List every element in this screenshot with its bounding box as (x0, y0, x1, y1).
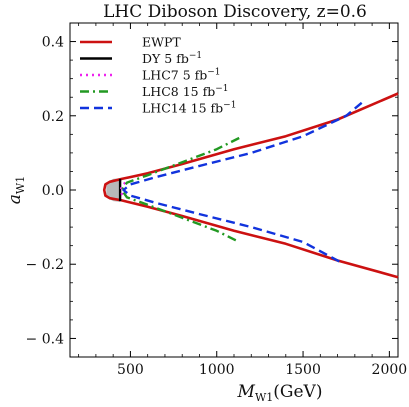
y-tick-label: 0.2 (42, 109, 64, 125)
x-axis-label-sub: W1 (255, 391, 273, 404)
legend-label-3: LHC8 15 fb−1 (142, 84, 229, 99)
x-tick-label: 2000 (372, 362, 408, 378)
y-tick-label: − 0.2 (26, 257, 64, 273)
legend-label-4: LHC14 15 fb−1 (142, 101, 236, 116)
x-axis-label-unit: (GeV) (273, 382, 322, 402)
shaded-region (106, 178, 121, 202)
y-axis-label-main: a (5, 194, 25, 204)
x-tick-label: 1500 (285, 362, 321, 378)
y-axis-label-sub: W1 (14, 176, 27, 194)
x-axis-label: MW1(GeV) (237, 382, 323, 404)
x-axis-label-main: M (237, 382, 256, 402)
x-tick-label: 500 (117, 362, 144, 378)
y-tick-label: 0.0 (42, 183, 64, 199)
ticks-layer: 500 1000 1500 2000 − 0.4 − 0.2 0.0 0.2 0.4 (26, 22, 408, 378)
legend-label-0: EWPT (142, 35, 181, 50)
y-axis-label: aW1 (5, 176, 27, 204)
series-line-0 (102, 92, 399, 279)
shaded-region-layer (106, 178, 121, 202)
y-tick-label: 0.4 (42, 35, 64, 51)
series-line-4 (122, 101, 363, 264)
x-tick-label: 1000 (199, 362, 235, 378)
series-layer (102, 92, 399, 279)
series-line-3 (120, 136, 240, 244)
legend-label-2: LHC7 5 fb−1 (142, 68, 221, 83)
chart-title: LHC Diboson Discovery, z=0.6 (103, 2, 367, 22)
y-tick-label: − 0.4 (26, 331, 65, 347)
legend-label-1: DY 5 fb−1 (142, 51, 202, 66)
